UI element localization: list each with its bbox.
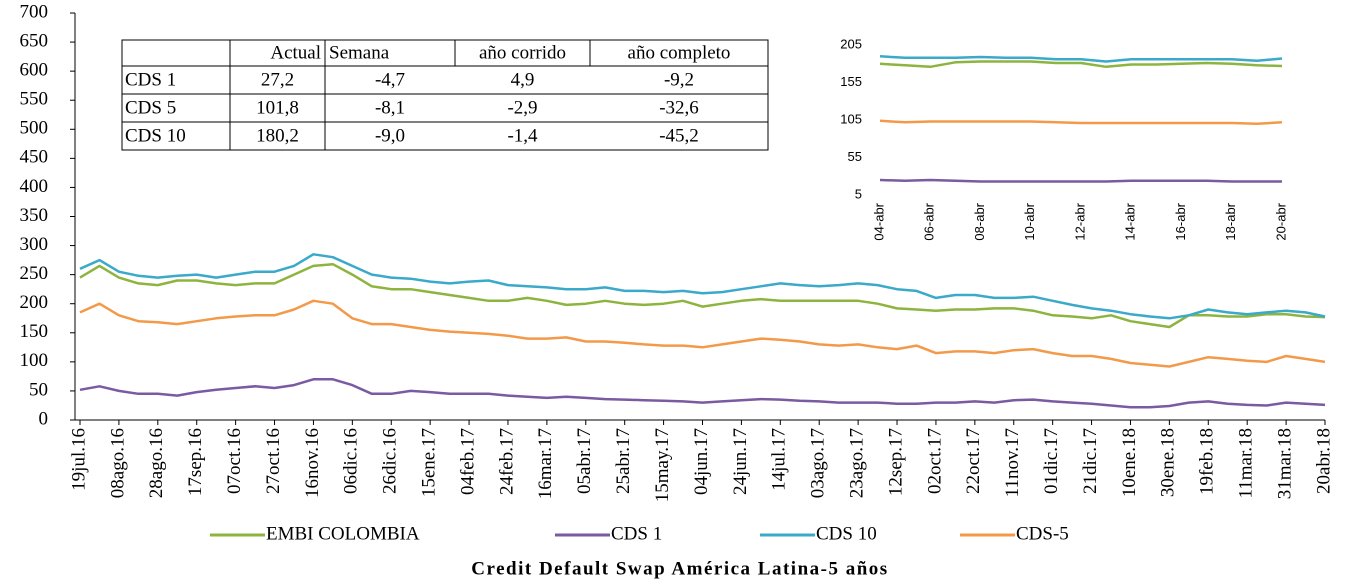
table-cell: -32,6 (659, 97, 699, 118)
x-tick-label: 25abr.17 (613, 428, 634, 494)
x-tick-label: 26dic.16 (380, 428, 401, 494)
x-tick-label: 30ene.18 (1158, 428, 1179, 497)
series-line (879, 178, 1282, 183)
table-cell: 180,2 (256, 125, 299, 146)
x-tick-label: 08ago.16 (107, 428, 128, 498)
y-tick-label: 350 (20, 205, 49, 226)
y-tick-label: 250 (20, 263, 49, 284)
series-line (79, 299, 1326, 368)
y-tick-label: 55 (848, 149, 862, 164)
y-tick-label: 650 (20, 30, 49, 51)
table-cell: 4,9 (511, 69, 535, 90)
x-tick-label: 31mar.18 (1274, 428, 1295, 499)
x-tick-label: 22oct.17 (963, 428, 984, 494)
legend-label: CDS-5 (1016, 523, 1069, 544)
x-tick-label: 04feb.17 (457, 428, 478, 495)
x-tick-label: 03ago.17 (808, 428, 829, 498)
y-tick-label: 100 (20, 350, 49, 371)
x-tick-label: 02oct.17 (924, 428, 945, 494)
series-line (79, 378, 1326, 409)
x-tick-label: 11nov.17 (1002, 428, 1023, 497)
table-header: año completo (628, 42, 731, 63)
table-cell: CDS 5 (125, 97, 176, 118)
y-tick-label: 500 (20, 118, 49, 139)
table-cell: 27,2 (261, 69, 294, 90)
x-tick-label: 20abr.18 (1313, 428, 1334, 494)
table-header: Actual (270, 42, 321, 63)
x-tick-label: 18-abr (1223, 202, 1238, 240)
x-tick-label: 04-abr (871, 202, 886, 240)
y-tick-label: 400 (20, 176, 49, 197)
y-tick-label: 550 (20, 89, 49, 110)
x-tick-label: 11mar.18 (1236, 428, 1257, 499)
table-cell: -9,2 (664, 69, 694, 90)
table-cell: -2,9 (507, 97, 537, 118)
x-tick-label: 10ene.18 (1119, 428, 1140, 497)
legend-label: CDS 1 (611, 523, 662, 544)
x-tick-label: 20-abr (1273, 202, 1288, 240)
x-tick-label: 08-abr (972, 202, 987, 240)
caption: Credit Default Swap América Latina-5 año… (471, 558, 888, 579)
series-line (879, 119, 1283, 126)
y-tick-label: 5 (855, 186, 862, 201)
table-cell: CDS 1 (125, 69, 176, 90)
x-tick-label: 01dic.17 (1041, 428, 1062, 494)
legend-label: EMBI COLOMBIA (266, 523, 420, 544)
y-tick-label: 150 (20, 321, 49, 342)
x-tick-label: 16nov.16 (302, 428, 323, 498)
y-tick-label: 50 (29, 379, 48, 400)
series-line (79, 253, 1326, 320)
x-tick-label: 24jun.17 (730, 428, 751, 495)
x-tick-label: 28ago.16 (146, 428, 167, 498)
x-tick-label: 05abr.17 (574, 428, 595, 494)
x-tick-label: 14-abr (1123, 202, 1138, 240)
table-cell: -1,4 (507, 125, 538, 146)
x-tick-label: 16mar.17 (535, 428, 556, 499)
table-cell: -8,1 (375, 97, 405, 118)
x-tick-label: 10-abr (1022, 202, 1037, 240)
x-tick-label: 06dic.16 (341, 428, 362, 494)
y-tick-label: 700 (20, 1, 49, 22)
y-tick-label: 105 (840, 111, 862, 126)
y-tick-label: 300 (20, 234, 49, 255)
series-line (879, 55, 1283, 63)
x-tick-label: 19jul.16 (68, 428, 89, 491)
table-cell: 101,8 (256, 97, 299, 118)
x-tick-label: 27oct.16 (263, 428, 284, 494)
y-tick-label: 450 (20, 147, 49, 168)
table-header: año corrido (479, 42, 566, 63)
x-tick-label: 21dic.17 (1080, 428, 1101, 494)
x-tick-label: 15may.17 (652, 428, 673, 502)
table-cell: -9,0 (375, 125, 405, 146)
table-header: Semana (329, 42, 390, 63)
y-tick-label: 205 (840, 36, 862, 51)
x-tick-label: 16-abr (1173, 202, 1188, 240)
x-tick-label: 19feb.18 (1197, 428, 1218, 495)
x-tick-label: 12-abr (1072, 202, 1087, 240)
y-tick-label: 0 (39, 408, 49, 429)
x-tick-label: 24feb.17 (496, 428, 517, 495)
y-tick-label: 200 (20, 292, 49, 313)
y-tick-label: 600 (20, 60, 49, 81)
table-cell: -4,7 (375, 69, 405, 90)
table-cell: CDS 10 (125, 125, 186, 146)
legend-label: CDS 10 (816, 523, 877, 544)
y-tick-label: 155 (840, 74, 862, 89)
series-line (879, 60, 1283, 69)
x-tick-label: 14jul.17 (769, 428, 790, 491)
x-tick-label: 15ene.17 (419, 428, 440, 497)
x-tick-label: 17sep.16 (185, 428, 206, 496)
table-cell: -45,2 (659, 125, 699, 146)
x-tick-label: 07oct.16 (224, 428, 245, 494)
x-tick-label: 04jun.17 (691, 428, 712, 495)
x-tick-label: 23ago.17 (846, 428, 867, 498)
x-tick-label: 12sep.17 (885, 428, 906, 496)
x-tick-label: 06-abr (922, 202, 937, 240)
series-line (79, 262, 1326, 329)
